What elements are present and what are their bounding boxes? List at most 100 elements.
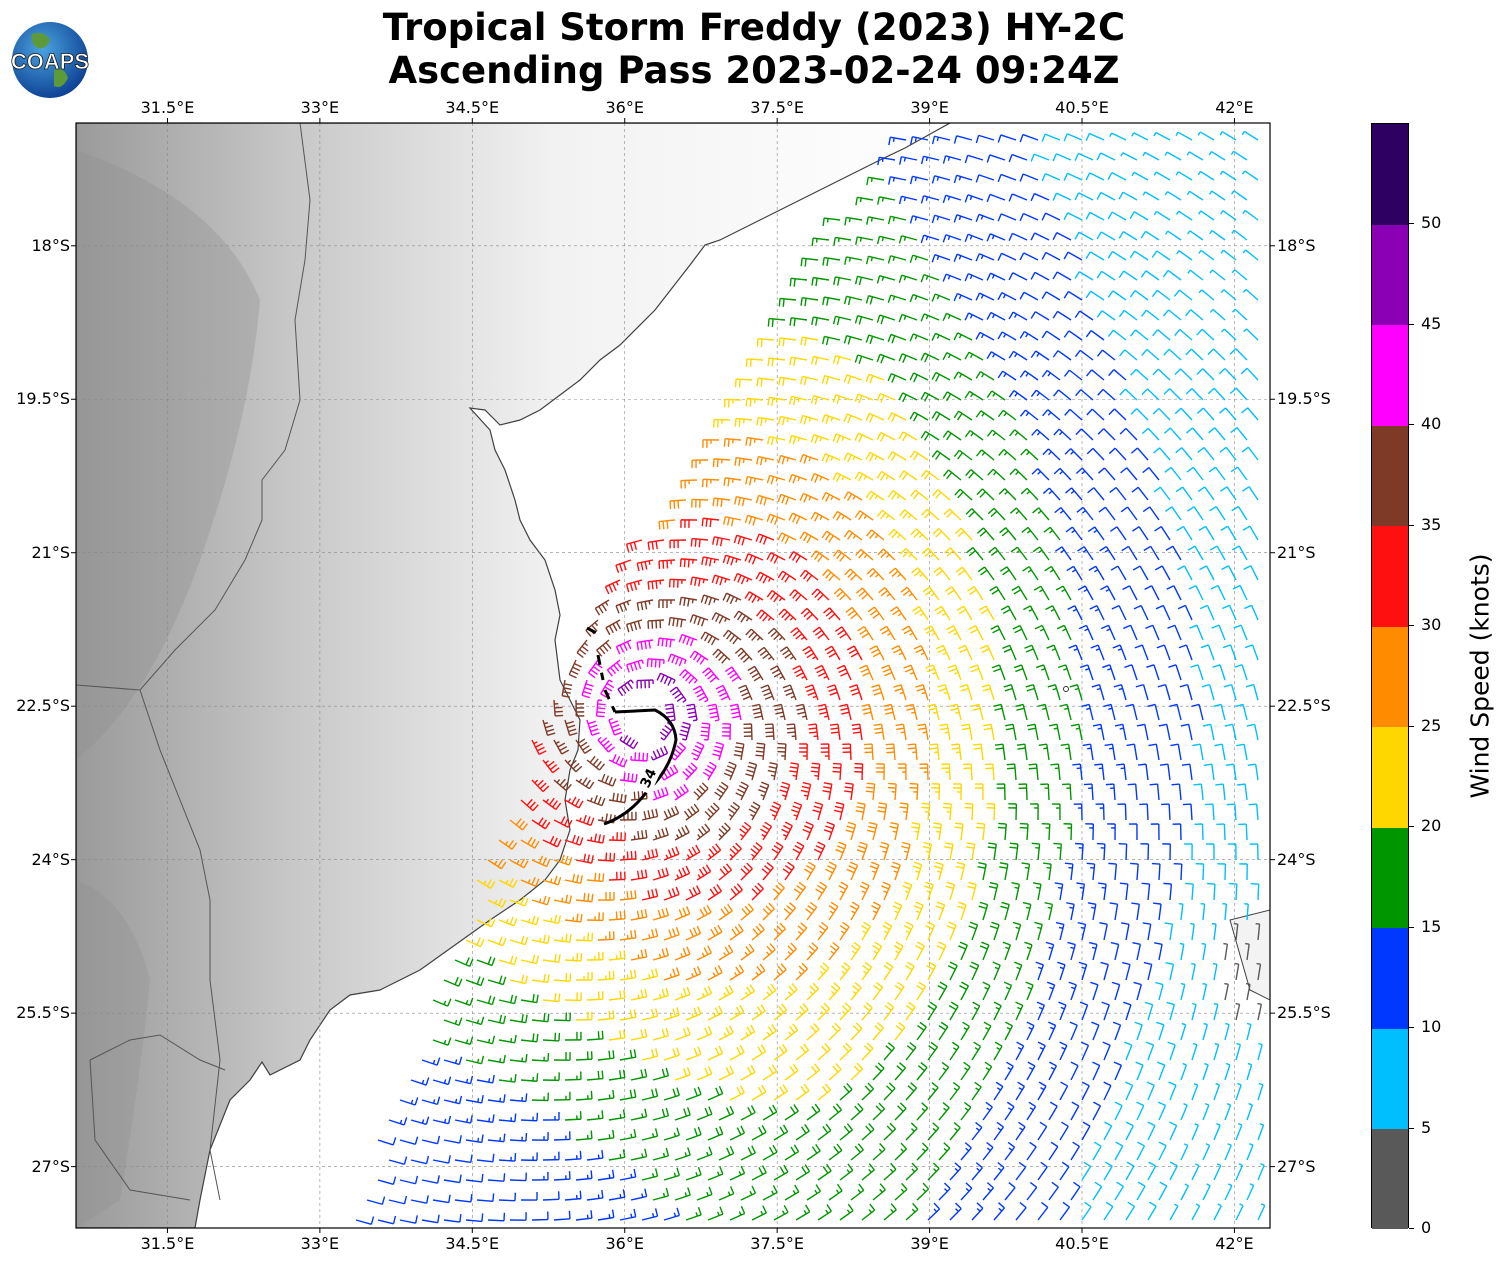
wind-barb: [954, 488, 973, 501]
wind-barb: [606, 659, 623, 677]
wind-barb: [800, 297, 819, 307]
wind-barb: [1121, 545, 1138, 561]
wind-barb: [1041, 291, 1061, 301]
wind-barb: [920, 313, 940, 322]
wind-barb: [866, 567, 885, 581]
wind-barb: [712, 458, 731, 468]
wind-barb: [909, 215, 929, 224]
wind-barb: [1019, 133, 1039, 143]
wind-barb: [1209, 229, 1226, 241]
wind-barb: [888, 567, 907, 581]
chart-title-line-2: Ascending Pass 2023-02-24 09:24Z: [388, 49, 1120, 92]
wind-barb: [854, 354, 874, 365]
wind-barb: [1208, 427, 1226, 441]
wind-barb: [636, 639, 654, 651]
wind-barb: [946, 625, 962, 641]
wind-barbs: [355, 130, 1266, 1225]
wind-barb: [953, 371, 973, 381]
wind-barb: [1142, 151, 1160, 161]
wind-barb: [1141, 348, 1160, 361]
wind-barb: [1187, 230, 1204, 241]
wind-barb: [1008, 350, 1028, 361]
wind-barb: [1052, 192, 1072, 201]
wind-barb: [997, 173, 1017, 183]
wind-barb: [1220, 289, 1237, 301]
wind-barb: [1030, 153, 1050, 162]
lat-tick-label-left: 24°S: [31, 849, 70, 869]
wind-barb: [1167, 624, 1182, 641]
wind-barb: [1067, 605, 1083, 621]
wind-barb: [1085, 329, 1105, 341]
lat-tick-label-left: 18°S: [31, 235, 70, 255]
wind-barb: [766, 551, 786, 564]
wind-barb: [810, 550, 830, 563]
wind-barb: [1231, 269, 1248, 281]
colorbar-title: Wind Speed (knots): [1465, 553, 1495, 799]
wind-barb: [1020, 448, 1039, 461]
wind-barb: [822, 569, 841, 582]
wind-barb: [1129, 211, 1149, 221]
wind-barb: [1173, 289, 1193, 301]
wind-barb: [755, 609, 775, 622]
lat-tick-label-right: 24°S: [1277, 849, 1316, 869]
wind-barb: [997, 409, 1017, 421]
wind-barb: [1108, 369, 1127, 381]
wind-barb: [843, 413, 863, 424]
wind-barb: [1132, 565, 1149, 581]
colorbar-tick: [1409, 323, 1414, 325]
wind-barb: [934, 605, 951, 621]
wind-barb: [757, 646, 775, 661]
wind-barb: [1119, 349, 1138, 361]
wind-barb: [931, 411, 951, 421]
colorbar-tick: [1409, 1027, 1414, 1029]
wind-barb: [865, 255, 885, 265]
wind-barb: [1163, 427, 1182, 441]
wind-barb: [713, 418, 731, 428]
wind-barb: [810, 394, 830, 405]
wind-barb: [1196, 407, 1215, 421]
wind-barb: [625, 619, 643, 633]
wind-barb: [1096, 270, 1116, 281]
wind-barb: [745, 397, 764, 407]
wind-barb: [909, 411, 929, 422]
wind-barb: [1041, 369, 1061, 381]
wind-barb: [921, 508, 940, 521]
wind-barb: [1153, 210, 1171, 221]
wind-barb: [1231, 229, 1248, 241]
wind-barb: [1164, 466, 1182, 481]
colorbar-tick-label: 25: [1421, 715, 1442, 735]
wind-barb: [1108, 447, 1127, 461]
wind-barb: [625, 579, 643, 593]
wind-barb: [1053, 428, 1072, 441]
wind-barb: [636, 559, 654, 572]
wind-barb: [866, 176, 885, 186]
wind-barb: [1231, 505, 1248, 521]
wind-barb: [1219, 407, 1237, 421]
wind-barb: [1177, 565, 1193, 581]
wind-barb: [755, 533, 775, 545]
wind-barb: [734, 378, 753, 388]
wind-barb: [990, 625, 1006, 641]
wind-barb: [1233, 624, 1248, 641]
wind-barb: [1162, 269, 1182, 281]
wind-barb: [745, 358, 764, 368]
wind-barb: [767, 627, 786, 641]
wind-barb: [1064, 448, 1083, 461]
wind-barb: [1198, 249, 1215, 261]
wind-barb: [745, 436, 764, 447]
wind-barb: [1009, 429, 1028, 441]
wind-barb: [1089, 605, 1105, 621]
wind-barb: [1065, 487, 1083, 501]
wind-barb: [712, 648, 731, 664]
wind-barb: [678, 633, 698, 647]
terrain-shade: [76, 150, 260, 760]
wind-barb: [966, 547, 984, 561]
wind-barb: [701, 556, 720, 567]
wind-barb: [1120, 152, 1138, 161]
wind-barb: [702, 667, 720, 683]
wind-barb: [1131, 486, 1149, 501]
lat-tick-label-left: 27°S: [31, 1156, 70, 1176]
wind-barb: [986, 193, 1006, 203]
wind-barb: [855, 196, 874, 206]
wind-barb: [1107, 329, 1127, 341]
